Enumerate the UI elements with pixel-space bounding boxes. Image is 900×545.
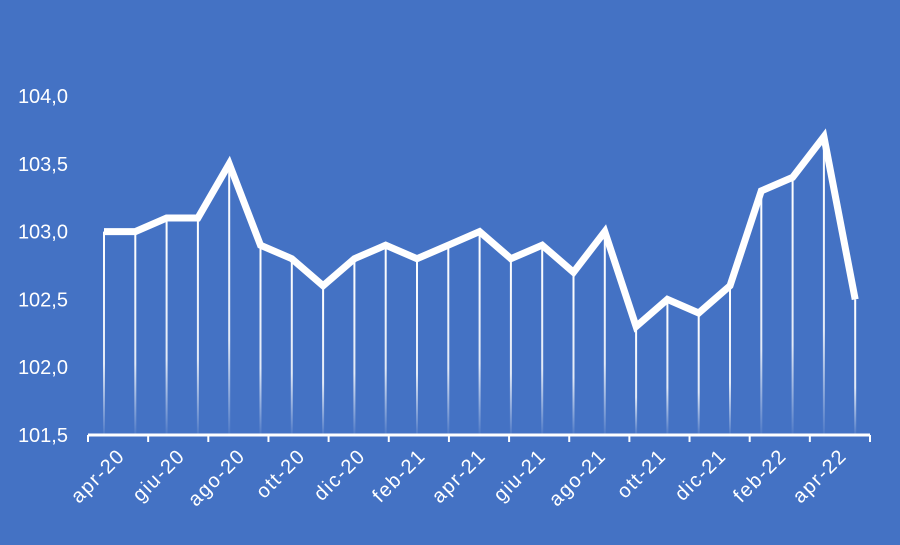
drop-line <box>416 258 418 435</box>
drop-line <box>541 245 544 435</box>
y-tick-label: 103,5 <box>18 154 68 176</box>
y-tick-label: 102,5 <box>18 289 68 311</box>
x-tick-label: ago-20 <box>184 445 250 511</box>
x-tick-marks <box>87 435 871 442</box>
drop-line <box>791 177 794 436</box>
drop-line <box>666 299 669 435</box>
y-axis-labels: 101,5 102,0 102,5 103,0 103,5 104,0 <box>18 86 68 447</box>
drop-line <box>384 245 387 435</box>
drop-line <box>478 231 481 435</box>
drop-line <box>165 218 168 435</box>
x-tick-label: ott-20 <box>252 445 310 503</box>
drop-line <box>509 258 512 435</box>
drop-line <box>322 285 325 435</box>
x-tick-label: giu-20 <box>129 445 190 506</box>
y-tick-label: 103,0 <box>18 222 68 244</box>
drop-line <box>228 163 231 436</box>
x-tick-label: apr-22 <box>789 445 852 508</box>
drop-line <box>259 245 262 435</box>
x-tick-label: apr-20 <box>67 445 130 508</box>
x-tick-label: feb-22 <box>729 445 791 507</box>
drop-line <box>447 245 450 435</box>
drop-line <box>290 258 293 435</box>
drop-line <box>697 312 700 435</box>
drop-lines <box>103 136 857 436</box>
drop-line <box>196 218 199 435</box>
x-tick-label: feb-21 <box>368 445 430 507</box>
drop-line <box>134 231 137 435</box>
x-tick-label: ago-21 <box>545 445 611 511</box>
drop-line <box>729 285 731 435</box>
x-tick-label: dic-20 <box>310 445 370 505</box>
y-tick-label: 101,5 <box>18 425 68 447</box>
drop-line <box>854 299 857 435</box>
drop-line <box>572 272 575 435</box>
y-tick-label: 104,0 <box>18 86 68 108</box>
drop-line <box>635 326 638 435</box>
drop-line <box>603 231 606 435</box>
drop-line <box>760 190 763 435</box>
drop-line <box>353 258 356 435</box>
drop-line <box>103 231 105 435</box>
y-tick-label: 102,0 <box>18 357 68 379</box>
x-tick-label: giu-21 <box>489 445 550 506</box>
x-tick-label: dic-21 <box>671 445 731 505</box>
x-tick-label: apr-21 <box>428 445 491 508</box>
drop-line <box>822 136 825 435</box>
series-line <box>104 128 859 333</box>
x-tick-label: ott-21 <box>613 445 671 503</box>
